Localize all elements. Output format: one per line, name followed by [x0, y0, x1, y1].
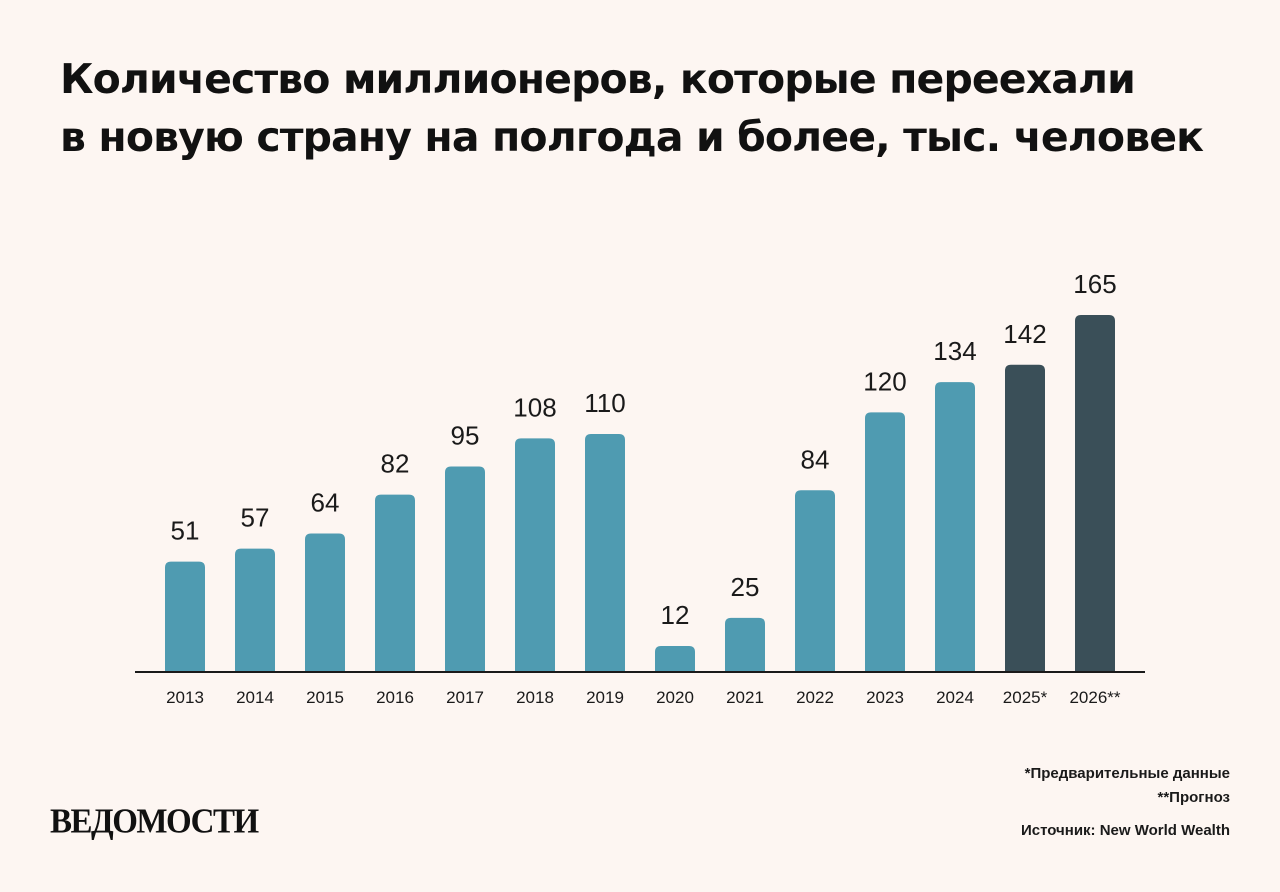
value-label-2022: 84 [801, 444, 830, 474]
bar-2021 [725, 617, 765, 672]
bar-2020 [655, 646, 695, 672]
x-tick-label-2021: 2021 [726, 688, 764, 707]
x-tick-label-2019: 2019 [586, 688, 624, 707]
bar-2023 [865, 412, 905, 672]
x-tick-label-2015: 2015 [306, 688, 344, 707]
value-label-2024: 134 [933, 336, 976, 366]
bar-2026 [1075, 315, 1115, 672]
value-label-2026: 165 [1073, 269, 1116, 299]
value-label-2025: 142 [1003, 319, 1046, 349]
value-label-2013: 51 [171, 516, 200, 546]
value-label-2019: 110 [584, 388, 625, 418]
bar-2016 [375, 494, 415, 672]
x-tick-label-2018: 2018 [516, 688, 554, 707]
footnotes: *Предварительные данные **Прогноз [1025, 762, 1230, 810]
chart-title: Количество миллионеров, которые переехал… [60, 50, 1240, 166]
x-tick-label-2024: 2024 [936, 688, 974, 707]
bar-2014 [235, 548, 275, 672]
value-labels-group: 51 57 64 82 95 108 110 12 25 84 120 134 142 165 [171, 269, 1117, 630]
bar-2022 [795, 490, 835, 672]
x-tick-labels-group: 2013 2014 2015 2016 2017 2018 2019 2020 2021 2022… [166, 688, 1121, 707]
x-tick-label-2016: 2016 [376, 688, 414, 707]
bars-group [165, 315, 1115, 672]
bar-2015 [305, 533, 345, 672]
bar-2017 [445, 466, 485, 672]
x-tick-label-2022: 2022 [796, 688, 834, 707]
x-tick-label-2026: 2026** [1069, 688, 1120, 707]
footnote-forecast: **Прогноз [1157, 789, 1230, 806]
bar-2025 [1005, 364, 1045, 672]
x-tick-label-2023: 2023 [866, 688, 904, 707]
bar-2024 [935, 382, 975, 672]
x-tick-label-2025: 2025* [1003, 688, 1048, 707]
bar-2019 [585, 434, 625, 672]
x-tick-label-2013: 2013 [166, 688, 204, 707]
x-tick-label-2014: 2014 [236, 688, 274, 707]
value-label-2015: 64 [311, 488, 340, 518]
value-label-2018: 108 [513, 392, 556, 422]
source-note: Источник: New World Wealth [1020, 822, 1230, 839]
value-label-2016: 82 [381, 449, 410, 479]
x-tick-label-2017: 2017 [446, 688, 484, 707]
value-label-2021: 25 [731, 572, 760, 602]
bar-2013 [165, 561, 205, 672]
footnote-preliminary: *Предварительные данные [1024, 765, 1230, 782]
vedomosti-logo: ВЕДОМОСТИ [50, 803, 259, 841]
bar-2018 [515, 438, 555, 672]
value-label-2020: 12 [661, 600, 690, 630]
chart-title-line-1: Количество миллионеров, которые переехал… [60, 55, 1136, 103]
value-label-2023: 120 [863, 366, 906, 396]
chart-title-line-2: в новую страну на полгода и более, тыс. … [60, 113, 1204, 161]
value-label-2014: 57 [241, 503, 270, 533]
x-tick-label-2020: 2020 [656, 688, 694, 707]
value-label-2017: 95 [451, 420, 480, 450]
